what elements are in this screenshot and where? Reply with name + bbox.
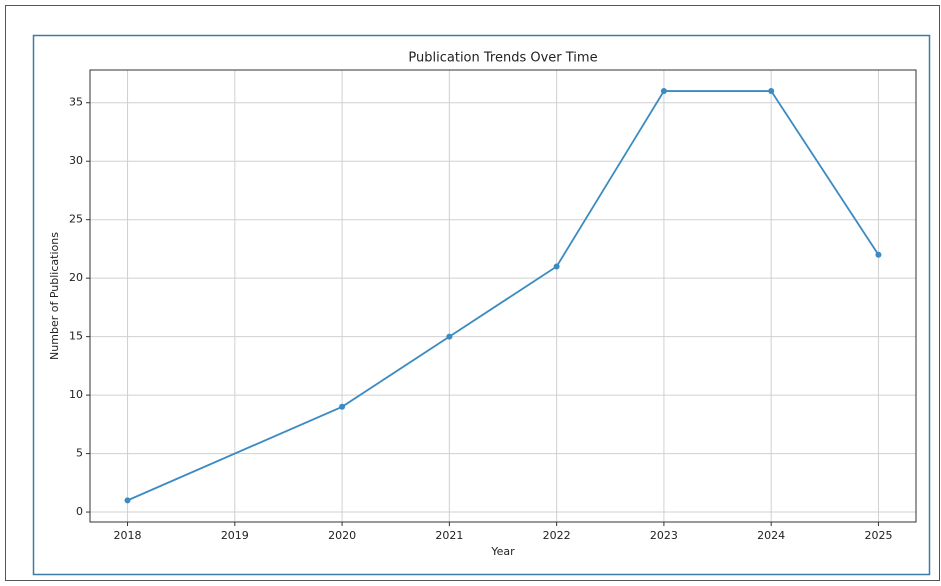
y-tick-label: 20 [69,271,83,284]
point [768,88,775,95]
point [124,497,131,504]
x-tick-label: 2018 [114,529,142,542]
x-tick-label: 2021 [435,529,463,542]
x-tick-label: 2024 [757,529,785,542]
x-tick-label: 2020 [328,529,356,542]
y-axis-label: Number of Publications [48,232,61,360]
x-tick-label: 2019 [221,529,249,542]
point [660,88,667,95]
x-tick-label: 2025 [864,529,892,542]
y-tick-label: 25 [69,213,83,226]
point [553,263,560,270]
point [339,403,346,410]
y-tick-label: 0 [76,505,83,518]
point [875,251,882,258]
point [446,333,453,340]
y-tick-label: 15 [69,330,83,343]
chart-title: Publication Trends Over Time [408,51,597,66]
x-tick-label: 2022 [543,529,571,542]
plot-frame [89,69,917,523]
y-tick-label: 10 [69,388,83,401]
x-tick-label: 2023 [650,529,678,542]
x-axis-label: Year [490,545,515,558]
y-tick-label: 35 [69,96,83,109]
panel-border [32,34,931,576]
y-tick-label: 5 [76,447,83,460]
y-tick-label: 30 [69,154,83,167]
